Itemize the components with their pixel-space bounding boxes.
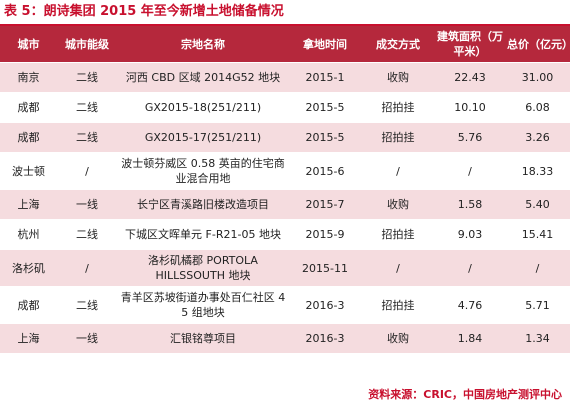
cell-tier: 二线 bbox=[57, 286, 117, 324]
cell-area: 9.03 bbox=[435, 219, 505, 250]
cell-price: 31.00 bbox=[505, 62, 570, 93]
cell-city: 南京 bbox=[0, 62, 57, 93]
cell-parcel: 下城区文晖单元 F-R21-05 地块 bbox=[117, 219, 289, 250]
cell-method: / bbox=[361, 249, 435, 287]
cell-time: 2016-3 bbox=[289, 323, 361, 354]
cell-time: 2015-11 bbox=[289, 249, 361, 287]
cell-method: 招拍挂 bbox=[361, 219, 435, 250]
cell-city: 成都 bbox=[0, 286, 57, 324]
cell-price: 6.08 bbox=[505, 92, 570, 123]
cell-price: 18.33 bbox=[505, 152, 570, 190]
cell-parcel: 长宁区青溪路旧楼改造项目 bbox=[117, 189, 289, 220]
cell-price: 5.40 bbox=[505, 189, 570, 220]
cell-price: 5.71 bbox=[505, 286, 570, 324]
header-tier: 城市能级 bbox=[57, 26, 117, 63]
cell-tier: / bbox=[57, 152, 117, 190]
cell-parcel: 河西 CBD 区域 2014G52 地块 bbox=[117, 62, 289, 93]
cell-area: 4.76 bbox=[435, 286, 505, 324]
source-note: 资料来源：CRIC，中国房地产测评中心 bbox=[368, 388, 562, 401]
cell-parcel: GX2015-18(251/211) bbox=[117, 92, 289, 123]
cell-time: 2015-9 bbox=[289, 219, 361, 250]
cell-time: 2015-7 bbox=[289, 189, 361, 220]
cell-method: 招拍挂 bbox=[361, 286, 435, 324]
header-city: 城市 bbox=[0, 26, 57, 63]
cell-area: / bbox=[435, 152, 505, 190]
cell-method: / bbox=[361, 152, 435, 190]
cell-price: / bbox=[505, 249, 570, 287]
cell-method: 收购 bbox=[361, 189, 435, 220]
cell-method: 收购 bbox=[361, 62, 435, 93]
cell-city: 波士顿 bbox=[0, 152, 57, 190]
cell-tier: 一线 bbox=[57, 189, 117, 220]
cell-method: 招拍挂 bbox=[361, 92, 435, 123]
cell-time: 2015-5 bbox=[289, 122, 361, 153]
header-row: 城市 城市能级 宗地名称 拿地时间 成交方式 建筑面积（万平米） 总价（亿元） bbox=[0, 26, 570, 63]
cell-parcel: 波士顿芬威区 0.58 英亩的住宅商业混合用地 bbox=[117, 152, 289, 190]
cell-parcel: 汇银铭尊项目 bbox=[117, 323, 289, 354]
table-row: 上海 一线 汇银铭尊项目 2016-3 收购 1.84 1.34 bbox=[0, 323, 570, 354]
table-row: 成都 二线 GX2015-17(251/211) 2015-5 招拍挂 5.76… bbox=[0, 122, 570, 153]
table-row: 南京 二线 河西 CBD 区域 2014G52 地块 2015-1 收购 22.… bbox=[0, 62, 570, 93]
cell-city: 成都 bbox=[0, 122, 57, 153]
cell-tier: 一线 bbox=[57, 323, 117, 354]
table-row: 洛杉矶 / 洛杉矶橘郡 PORTOLA HILLSSOUTH 地块 2015-1… bbox=[0, 249, 570, 287]
land-reserve-table: 城市 城市能级 宗地名称 拿地时间 成交方式 建筑面积（万平米） 总价（亿元） … bbox=[0, 26, 570, 354]
table-title: 表 5：朗诗集团 2015 年至今新增土地储备情况 bbox=[4, 4, 284, 19]
cell-method: 收购 bbox=[361, 323, 435, 354]
cell-city: 上海 bbox=[0, 189, 57, 220]
cell-parcel: GX2015-17(251/211) bbox=[117, 122, 289, 153]
cell-time: 2016-3 bbox=[289, 286, 361, 324]
cell-tier: 二线 bbox=[57, 92, 117, 123]
cell-time: 2015-1 bbox=[289, 62, 361, 93]
cell-tier: 二线 bbox=[57, 62, 117, 93]
cell-price: 15.41 bbox=[505, 219, 570, 250]
cell-city: 上海 bbox=[0, 323, 57, 354]
cell-area: 1.84 bbox=[435, 323, 505, 354]
cell-area: 10.10 bbox=[435, 92, 505, 123]
cell-parcel: 青羊区苏坡街道办事处百仁社区 4 5 组地块 bbox=[117, 286, 289, 324]
cell-tier: 二线 bbox=[57, 122, 117, 153]
table-row: 成都 二线 GX2015-18(251/211) 2015-5 招拍挂 10.1… bbox=[0, 92, 570, 123]
cell-price: 1.34 bbox=[505, 323, 570, 354]
cell-time: 2015-5 bbox=[289, 92, 361, 123]
title-divider bbox=[0, 24, 570, 26]
table-row: 杭州 二线 下城区文晖单元 F-R21-05 地块 2015-9 招拍挂 9.0… bbox=[0, 219, 570, 250]
table-row: 波士顿 / 波士顿芬威区 0.58 英亩的住宅商业混合用地 2015-6 / /… bbox=[0, 152, 570, 190]
header-method: 成交方式 bbox=[361, 26, 435, 63]
cell-area: 1.58 bbox=[435, 189, 505, 220]
cell-city: 杭州 bbox=[0, 219, 57, 250]
header-time: 拿地时间 bbox=[289, 26, 361, 63]
cell-time: 2015-6 bbox=[289, 152, 361, 190]
table-row: 成都 二线 青羊区苏坡街道办事处百仁社区 4 5 组地块 2016-3 招拍挂 … bbox=[0, 286, 570, 324]
cell-method: 招拍挂 bbox=[361, 122, 435, 153]
header-price: 总价（亿元） bbox=[505, 26, 570, 63]
cell-city: 成都 bbox=[0, 92, 57, 123]
cell-parcel: 洛杉矶橘郡 PORTOLA HILLSSOUTH 地块 bbox=[117, 249, 289, 287]
cell-area: 5.76 bbox=[435, 122, 505, 153]
header-parcel: 宗地名称 bbox=[117, 26, 289, 63]
cell-area: 22.43 bbox=[435, 62, 505, 93]
table-row: 上海 一线 长宁区青溪路旧楼改造项目 2015-7 收购 1.58 5.40 bbox=[0, 189, 570, 220]
cell-price: 3.26 bbox=[505, 122, 570, 153]
header-area: 建筑面积（万平米） bbox=[435, 26, 505, 63]
cell-city: 洛杉矶 bbox=[0, 249, 57, 287]
cell-tier: 二线 bbox=[57, 219, 117, 250]
cell-tier: / bbox=[57, 249, 117, 287]
cell-area: / bbox=[435, 249, 505, 287]
